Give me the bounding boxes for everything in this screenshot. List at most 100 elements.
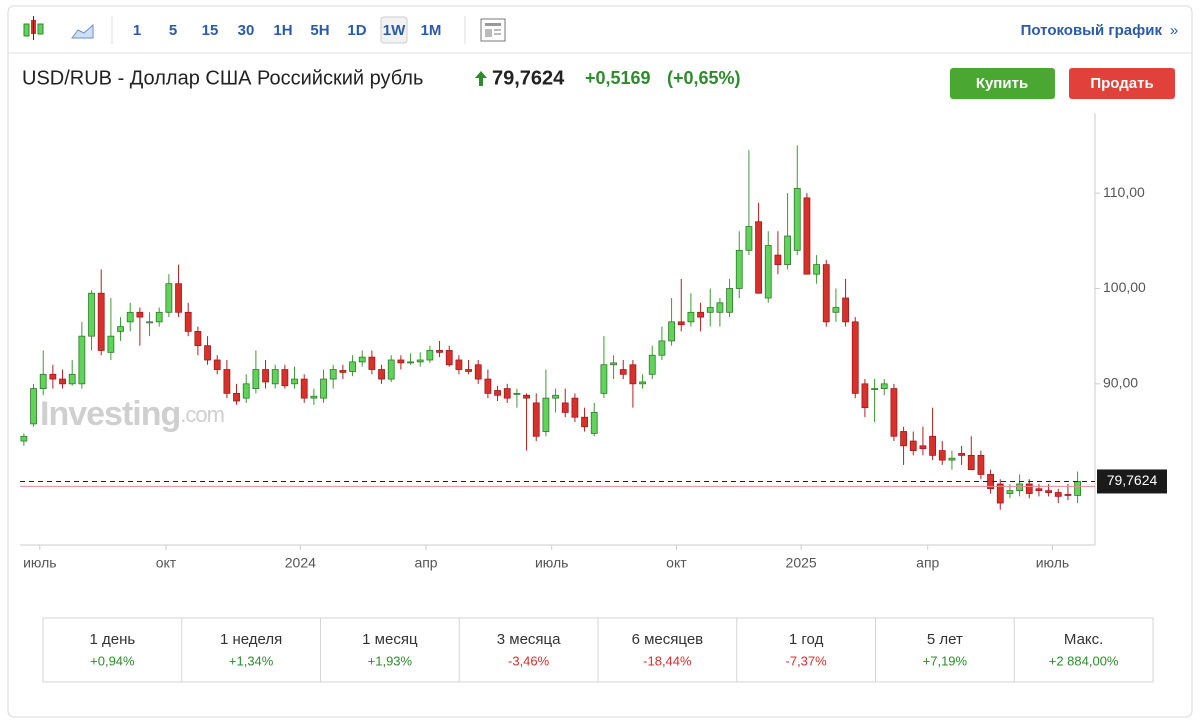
candle-body <box>503 388 511 399</box>
buy-button[interactable]: Купить <box>950 68 1055 99</box>
candle-body <box>842 297 849 323</box>
candle-body <box>706 307 714 313</box>
candle-body <box>629 364 637 385</box>
x-tick-label: апр <box>916 555 939 571</box>
candle-body <box>764 245 772 299</box>
candle-icon[interactable] <box>23 16 44 40</box>
interval[interactable]: 15 <box>202 22 219 39</box>
x-tick-label: 2025 <box>786 555 817 571</box>
candle-body <box>397 359 405 364</box>
candle-body <box>271 369 279 385</box>
candle-body <box>387 359 395 380</box>
interval[interactable]: 1M <box>421 22 442 39</box>
candle-body <box>88 292 95 337</box>
candle-body <box>668 321 675 342</box>
candle-body <box>861 383 869 409</box>
candle-body <box>900 431 907 447</box>
candle-body <box>784 235 791 266</box>
stream-arrow[interactable]: » <box>1170 22 1178 39</box>
x-tick-label: июль <box>23 555 56 571</box>
watermark-brand: Investing <box>40 395 180 433</box>
stream-link[interactable]: Потоковый график <box>1021 22 1163 39</box>
candle-body <box>320 378 327 399</box>
interval[interactable]: 5 <box>169 22 177 39</box>
candle-body <box>184 311 192 332</box>
candle-body <box>938 450 946 461</box>
layout-icon[interactable] <box>480 18 506 42</box>
period-change: -7,37% <box>786 653 828 668</box>
candle-body <box>300 378 308 399</box>
interval[interactable]: 1H <box>273 22 292 39</box>
candle-body <box>1054 492 1062 497</box>
candle-body <box>658 340 666 356</box>
candle-body <box>494 390 501 396</box>
instrument-title: USD/RUB - Доллар США Российский рубль <box>22 67 423 89</box>
x-tick-label: окт <box>666 555 687 571</box>
interval[interactable]: 30 <box>238 22 255 39</box>
x-tick-label: июль <box>1036 555 1069 571</box>
interval[interactable]: 1D <box>347 22 366 39</box>
candle-body <box>407 361 414 364</box>
period-change: -3,46% <box>508 653 550 668</box>
candle-body <box>581 416 588 428</box>
candle-body <box>1074 481 1081 496</box>
candle-body <box>39 373 47 390</box>
candle-body <box>832 307 840 313</box>
candle-body <box>194 330 202 347</box>
candle-body <box>358 356 366 363</box>
sell-label[interactable]: Продать <box>1090 75 1153 92</box>
candle-body <box>871 388 878 391</box>
candle-body <box>68 373 76 385</box>
candle-body <box>793 187 801 251</box>
candle-body <box>745 226 753 251</box>
candle-body <box>909 440 917 451</box>
y-tick-label: 100,00 <box>1103 279 1146 295</box>
candle-body <box>571 397 579 418</box>
candle-body <box>977 454 985 475</box>
period-change: +7,19% <box>923 653 968 668</box>
candle-body <box>368 356 376 370</box>
candle-body <box>513 392 521 395</box>
interval[interactable]: 1 <box>133 22 141 39</box>
period: 5 лет <box>927 631 963 648</box>
candle-body <box>233 392 240 402</box>
period-change: -18,44% <box>643 653 692 668</box>
candle-body <box>716 302 724 313</box>
candle-body <box>465 369 472 372</box>
candle-body <box>687 311 695 323</box>
candle-body <box>339 370 347 373</box>
candle-body <box>30 388 37 425</box>
candle-body <box>1025 483 1033 494</box>
candle-body <box>929 435 936 456</box>
candle-body <box>639 381 646 385</box>
candle-body <box>281 369 289 387</box>
candle-body <box>484 378 492 394</box>
candle-body <box>919 445 927 450</box>
candle-body <box>1016 483 1023 492</box>
sell-button[interactable]: Продать <box>1069 68 1175 99</box>
x-tick-label: июль <box>535 555 568 571</box>
candle-body <box>291 378 298 385</box>
period: 1 год <box>789 631 824 648</box>
candle-body <box>204 345 211 361</box>
last-price-box <box>1097 469 1167 494</box>
line-icon[interactable] <box>71 23 94 39</box>
buy-label[interactable]: Купить <box>976 75 1028 92</box>
candle-body <box>1045 490 1052 493</box>
candle-body <box>619 369 627 375</box>
candle-body <box>78 335 86 385</box>
interval[interactable]: 1W <box>383 22 406 39</box>
candle-body <box>958 453 965 456</box>
period-change: +0,94% <box>90 653 135 668</box>
candle-body <box>20 435 28 442</box>
candle-body <box>523 394 530 399</box>
candle-body <box>329 369 337 380</box>
candle-body <box>126 311 134 323</box>
period-change: +2 884,00% <box>1049 653 1119 668</box>
period-change: +1,93% <box>368 653 413 668</box>
interval[interactable]: 5H <box>310 22 329 39</box>
last-price-label: 79,7624 <box>1107 472 1158 488</box>
candle-body <box>851 321 859 394</box>
candle-body <box>262 369 269 383</box>
